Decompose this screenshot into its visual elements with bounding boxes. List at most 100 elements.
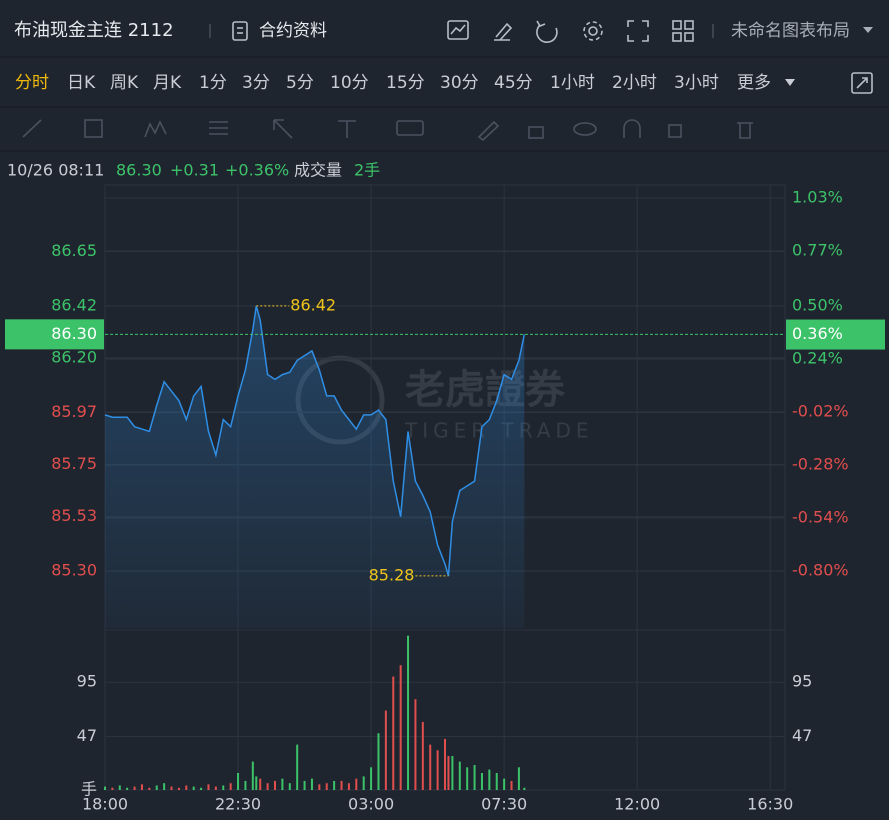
volume-bar: [429, 744, 432, 790]
y-tick-label: 85.53: [51, 506, 97, 525]
volume-tick-label-right: 47: [792, 726, 812, 745]
reset-icon[interactable]: [536, 20, 558, 43]
volume-bar: [140, 784, 143, 790]
volume-bar: [447, 755, 450, 790]
volume-bar: [399, 665, 402, 790]
tool-arrow[interactable]: [273, 119, 293, 139]
tool-delete[interactable]: [737, 122, 753, 139]
y-tick-label: 86.20: [51, 348, 97, 367]
volume-bar: [163, 783, 166, 790]
volume-bar: [523, 787, 526, 790]
last-price-label: 86.30: [51, 324, 97, 343]
x-tick-label: 16:30: [747, 795, 793, 814]
volume-bar: [281, 778, 284, 790]
drawing-toolbar: [22, 119, 753, 142]
y2-tick-label: -0.02%: [792, 401, 849, 420]
contract-info-button[interactable]: 合约资料: [259, 21, 327, 41]
y2-tick-label: -0.80%: [792, 560, 849, 579]
volume-bar: [229, 783, 232, 790]
volume-bar: [480, 772, 483, 790]
period-tab[interactable]: 月K: [153, 73, 182, 93]
dropdown-arrow[interactable]: [863, 27, 873, 33]
x-tick-label: 07:30: [481, 795, 527, 814]
tool-lock[interactable]: [528, 126, 544, 139]
period-tab[interactable]: 周K: [110, 73, 139, 93]
volume-bar: [237, 772, 240, 790]
volume-bar: [414, 699, 417, 790]
x-tick-label: 03:00: [348, 795, 394, 814]
volume-bar: [355, 778, 358, 790]
period-tab[interactable]: 45分: [494, 73, 533, 93]
x-tick-label: 12:00: [614, 795, 660, 814]
period-tab[interactable]: 3分: [242, 73, 270, 93]
period-tab[interactable]: 3小时: [674, 73, 719, 93]
volume-tick-label: 95: [77, 672, 97, 691]
volume-tick-label: 47: [77, 726, 97, 745]
price-line: [104, 305, 526, 577]
tool-rect[interactable]: [84, 119, 103, 138]
volume-bar: [510, 780, 513, 790]
tool-line[interactable]: [22, 119, 42, 138]
expand-icon[interactable]: [851, 72, 873, 94]
period-tab[interactable]: 2小时: [612, 73, 657, 93]
tool-label[interactable]: [396, 120, 424, 136]
more-arrow[interactable]: [785, 79, 795, 86]
tool-pen[interactable]: [477, 120, 500, 142]
settings-icon[interactable]: [583, 21, 603, 41]
volume-bar: [296, 744, 299, 790]
volume-bar: [488, 769, 491, 790]
quote-change: +0.31: [170, 161, 219, 180]
period-tab[interactable]: 10分: [330, 73, 369, 93]
period-tab[interactable]: 15分: [386, 73, 425, 93]
y2-tick-label: 0.77%: [792, 241, 843, 260]
volume-bar: [444, 738, 446, 790]
volume-bar: [347, 783, 350, 790]
quote-percent: +0.36%: [225, 161, 289, 180]
layout-dropdown[interactable]: 未命名图表布局: [731, 21, 850, 41]
volume-bar: [185, 785, 188, 790]
volume-bar: [214, 786, 217, 790]
layout-icon[interactable]: [672, 20, 694, 42]
tool-fib[interactable]: [209, 121, 228, 135]
quote-price: 86.30: [116, 161, 162, 180]
volume-bar: [384, 710, 387, 790]
period-tab[interactable]: 1分: [199, 73, 227, 93]
period-tab[interactable]: 30分: [440, 73, 479, 93]
tool-wave[interactable]: [144, 120, 167, 138]
tool-magnet[interactable]: [623, 119, 641, 138]
volume-bar: [133, 786, 136, 790]
volume-bar: [392, 676, 395, 790]
volume-bar: [473, 765, 476, 790]
tool-eye[interactable]: [573, 122, 597, 136]
low-label: 85.28: [369, 565, 415, 584]
tool-text[interactable]: [338, 120, 356, 138]
period-tab[interactable]: 5分: [286, 73, 314, 93]
contract-icon[interactable]: [232, 21, 248, 41]
volume-bar: [517, 767, 520, 790]
volume-bar: [126, 787, 129, 790]
y-tick-label: 85.97: [51, 402, 97, 421]
y2-tick-label: -0.54%: [792, 507, 849, 526]
y2-tick-label: 0.24%: [792, 349, 843, 368]
volume-bar: [333, 780, 336, 790]
volume-bar: [177, 787, 180, 790]
symbol-title: 布油现金主连 2112: [14, 20, 174, 41]
volume-bar: [451, 755, 454, 790]
watermark-cn: 老虎證券: [405, 367, 566, 413]
quote-volume-label: 成交量: [294, 161, 342, 180]
tool-copy[interactable]: [668, 124, 682, 138]
period-tab[interactable]: 1小时: [550, 73, 595, 93]
last-price-box: [5, 319, 104, 350]
period-tab[interactable]: 分时: [15, 73, 49, 93]
fullscreen-icon[interactable]: [627, 20, 649, 42]
draw-icon[interactable]: [494, 22, 513, 41]
volume-bar: [148, 787, 151, 790]
period-tab[interactable]: 日K: [67, 73, 96, 93]
indicator-icon[interactable]: [447, 20, 469, 40]
x-tick-label: 18:00: [82, 795, 128, 814]
last-percent-label: 0.36%: [792, 324, 843, 343]
quote-time: 10/26 08:11: [7, 161, 104, 180]
period-tab[interactable]: 更多: [737, 73, 771, 93]
volume-bar: [255, 776, 258, 790]
